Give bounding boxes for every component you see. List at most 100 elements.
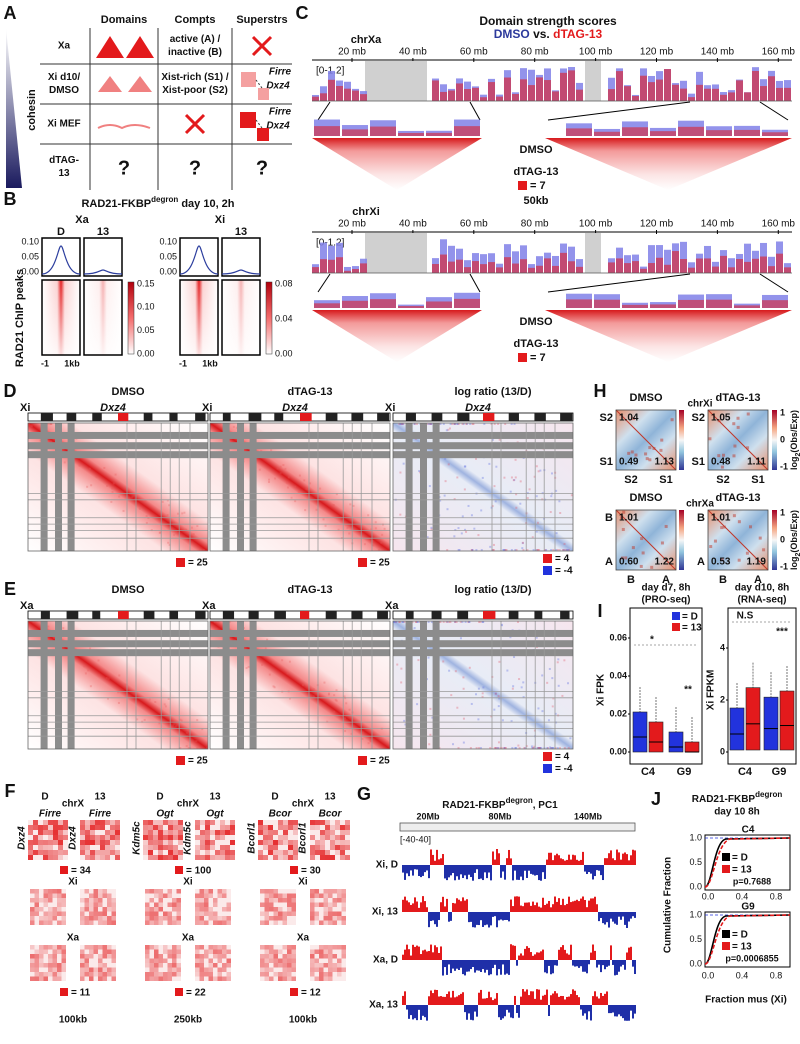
- shape: [707, 509, 769, 571]
- tick-label: 0.00: [609, 746, 627, 756]
- pc1-bar: [542, 865, 544, 873]
- hic-pixel: [117, 701, 120, 704]
- hic-pixel: [324, 524, 327, 527]
- hic-pixel: [273, 920, 278, 925]
- hic-pixel: [448, 427, 451, 430]
- hic-pixel: [293, 845, 298, 850]
- hic-pixel: [167, 949, 172, 954]
- hic-pixel: [293, 850, 298, 855]
- scale-label: = 30: [301, 866, 321, 877]
- hic-pixel: [464, 465, 467, 468]
- tick-label: -1: [179, 358, 187, 368]
- pc1-bar: [502, 912, 504, 921]
- hic-pixel: [102, 963, 107, 968]
- hic-pixel: [93, 898, 98, 903]
- hic-pixel: [547, 719, 550, 722]
- hic-pixel: [57, 911, 62, 916]
- hic-pixel: [154, 963, 159, 968]
- hic-pixel: [217, 621, 220, 623]
- ideogram-band: [195, 413, 206, 421]
- panel-label: J: [651, 789, 661, 809]
- hic-pixel: [220, 850, 225, 855]
- hic-pixel: [260, 967, 265, 972]
- hic-pixel: [320, 855, 325, 860]
- value-label: 1.22: [655, 557, 675, 568]
- hic-pixel: [537, 747, 540, 749]
- hic-pixel: [213, 920, 218, 925]
- pc1-bar: [458, 995, 460, 1005]
- tick-label: 0.04: [275, 313, 293, 323]
- panel-label: I: [597, 601, 602, 621]
- hic-pixel: [213, 963, 218, 968]
- hic-pixel: [290, 496, 293, 499]
- hic-pixel: [166, 513, 169, 516]
- pc1-bar: [618, 1005, 620, 1015]
- hic-pixel: [204, 954, 209, 959]
- pc1-bar: [586, 865, 588, 875]
- hic-pixel: [291, 967, 296, 972]
- pc1-bar: [448, 960, 450, 965]
- pc1-bar: [464, 1005, 466, 1013]
- hic-pixel: [314, 976, 319, 981]
- pc1-bar: [542, 897, 544, 912]
- hic-pixel: [53, 830, 58, 835]
- pc1-bar: [600, 912, 602, 919]
- pc1-bar: [520, 996, 522, 1005]
- hic-pixel: [158, 820, 163, 825]
- hic-pixel: [550, 747, 553, 749]
- hic-pixel: [328, 902, 333, 907]
- pc1-bar: [582, 851, 584, 865]
- hic-pixel: [48, 967, 53, 972]
- track-bar: [594, 299, 620, 308]
- pc1-bar: [410, 904, 412, 912]
- pc1-bar: [460, 901, 462, 912]
- hic-pixel: [98, 972, 103, 977]
- hic-pixel: [48, 963, 53, 968]
- pc1-bar: [628, 947, 630, 960]
- hic-pixel: [199, 893, 204, 898]
- hic-pixel: [462, 423, 465, 425]
- hic-pixel: [341, 893, 346, 898]
- rule: [469, 101, 481, 121]
- hic-pixel: [200, 845, 205, 850]
- hic-pixel: [172, 945, 177, 950]
- hic-pixel: [278, 835, 283, 840]
- hic-pixel: [195, 945, 200, 950]
- hic-pixel: [670, 418, 674, 422]
- pc1-bar: [478, 865, 480, 880]
- pc1-bar: [496, 849, 498, 865]
- hic-pixel: [176, 911, 181, 916]
- track-bar: [768, 76, 775, 101]
- hic-pixel: [85, 835, 90, 840]
- hic-pixel: [279, 472, 282, 475]
- hic-pixel: [153, 840, 158, 845]
- hic-pixel: [430, 423, 433, 425]
- hic-pixel: [199, 920, 204, 925]
- hic-pixel: [158, 518, 161, 521]
- cell-text: ?: [256, 157, 268, 179]
- pc1-bar: [426, 865, 428, 871]
- pc1-bar: [442, 854, 444, 865]
- track-bar: [314, 126, 340, 136]
- pc1-bar: [428, 912, 430, 928]
- hic-pixel: [208, 949, 213, 954]
- hic-pixel: [63, 850, 68, 855]
- hic-pixel: [226, 902, 231, 907]
- hic-pixel: [153, 835, 158, 840]
- hic-pixel: [416, 703, 419, 706]
- track-bar: [314, 303, 340, 308]
- title-part: log: [789, 556, 799, 570]
- hic-pixel: [266, 638, 269, 641]
- hic-pixel: [327, 693, 330, 696]
- hic-pixel: [340, 850, 345, 855]
- hic-pixel: [506, 669, 509, 672]
- shape: [209, 422, 391, 552]
- pc1-bar: [456, 898, 458, 912]
- hic-pixel: [264, 949, 269, 954]
- hic-pixel: [511, 747, 514, 749]
- pc1-bar: [472, 1005, 474, 1021]
- pc1-bar: [476, 865, 478, 870]
- ideogram-band: [222, 413, 231, 421]
- pc1-bar: [562, 898, 564, 912]
- hic-pixel: [713, 539, 717, 543]
